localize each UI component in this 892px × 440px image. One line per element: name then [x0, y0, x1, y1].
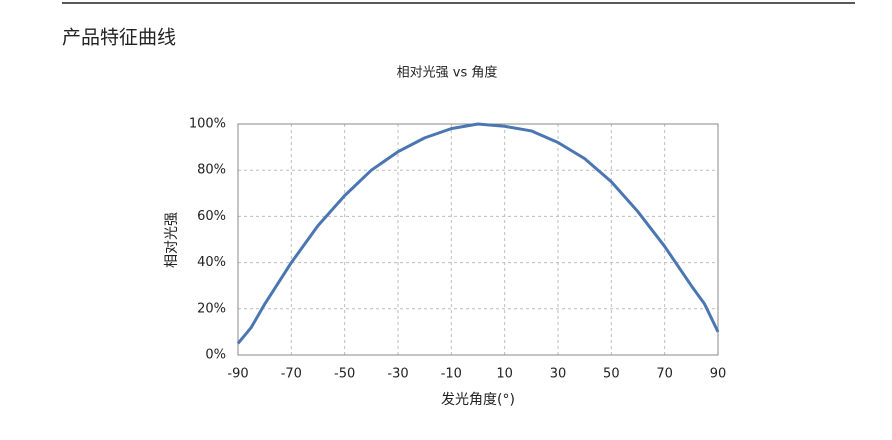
x-tick-label: 70: [656, 367, 673, 382]
chart-title: 相对光强 vs 角度: [397, 65, 498, 81]
x-tick-label: -50: [334, 367, 355, 382]
y-tick-label: 100%: [189, 117, 226, 132]
y-axis-label: 相对光强: [164, 212, 180, 268]
x-tick-label: 10: [496, 367, 513, 382]
data-line: [236, 122, 720, 345]
y-tick-label: 40%: [197, 255, 226, 270]
y-tick-label: 0%: [205, 348, 226, 363]
x-tick-label: -30: [387, 367, 408, 382]
x-tick-label: 30: [550, 367, 567, 382]
x-tick-label: 50: [603, 367, 620, 382]
y-tick-label: 80%: [197, 163, 226, 178]
x-tick-label: -90: [227, 367, 248, 382]
x-tick-label: -10: [441, 367, 462, 382]
y-tick-label: 20%: [197, 301, 226, 316]
plot-border: [237, 123, 719, 356]
y-tick-label: 60%: [197, 209, 226, 224]
section-title: 产品特征曲线: [62, 27, 176, 49]
x-tick-label: 90: [710, 367, 727, 382]
x-tick-label: -70: [281, 367, 302, 382]
x-axis-label: 发光角度(°): [441, 392, 515, 408]
